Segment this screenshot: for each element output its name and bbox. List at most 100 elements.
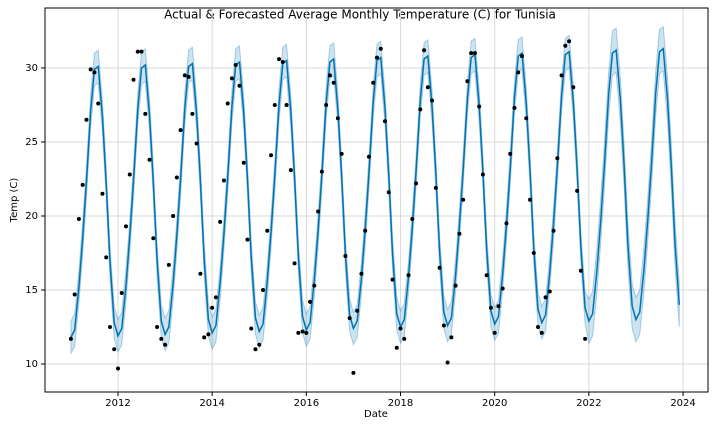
data-point: [422, 48, 427, 53]
data-point: [386, 190, 391, 195]
data-point: [528, 197, 533, 202]
data-point: [477, 104, 482, 109]
data-point: [547, 289, 552, 294]
data-point: [425, 85, 430, 90]
data-point: [84, 117, 89, 122]
data-point: [496, 304, 501, 309]
x-tick-label: 2012: [105, 398, 130, 409]
data-point: [351, 370, 356, 375]
data-point: [445, 360, 450, 365]
data-point: [418, 107, 423, 112]
data-point: [182, 73, 187, 78]
y-tick-label: 20: [25, 211, 38, 222]
data-point: [225, 101, 230, 106]
plot-frame: [44, 7, 709, 393]
data-point: [308, 299, 313, 304]
data-point: [469, 51, 474, 56]
x-tick-label: 2024: [670, 398, 695, 409]
data-point: [559, 73, 564, 78]
data-point: [343, 253, 348, 258]
data-point: [374, 55, 379, 60]
data-point: [151, 236, 156, 241]
data-point: [512, 105, 517, 110]
data-point: [245, 237, 250, 242]
data-point: [284, 102, 289, 107]
data-point: [366, 154, 371, 159]
data-point: [402, 336, 407, 341]
y-tick-label: 15: [25, 285, 38, 296]
data-point: [516, 70, 521, 75]
data-point: [92, 70, 97, 75]
data-point: [68, 336, 73, 341]
data-point: [484, 273, 489, 278]
data-point: [163, 342, 168, 347]
data-point: [382, 119, 387, 124]
data-point: [430, 98, 435, 103]
data-point: [465, 79, 470, 84]
data-point: [210, 305, 215, 310]
data-point: [500, 286, 505, 291]
data-point: [88, 67, 93, 72]
data-point: [213, 295, 218, 300]
forecast-line: [70, 47, 681, 338]
data-point: [304, 330, 309, 335]
x-tick-label: 2014: [199, 398, 224, 409]
data-point: [324, 102, 329, 107]
data-point: [296, 330, 301, 335]
data-point: [147, 157, 152, 162]
data-point: [461, 197, 466, 202]
data-point: [457, 231, 462, 236]
y-tick-label: 30: [25, 63, 38, 74]
x-axis-label: Date: [364, 409, 388, 420]
data-point: [359, 271, 364, 276]
data-point: [194, 141, 199, 146]
data-point: [531, 250, 536, 255]
data-point: [571, 85, 576, 90]
data-point: [449, 335, 454, 340]
data-point: [555, 156, 560, 161]
data-point: [241, 160, 246, 165]
data-point: [331, 80, 336, 85]
data-point: [300, 329, 305, 334]
data-point: [123, 224, 128, 229]
data-point: [414, 181, 419, 186]
chart-title: Actual & Forecasted Average Monthly Temp…: [164, 8, 556, 22]
data-point: [508, 151, 513, 156]
data-point: [543, 295, 548, 300]
data-point: [115, 366, 120, 371]
data-point: [233, 62, 238, 67]
x-tick-label: 2018: [388, 398, 413, 409]
data-point: [575, 188, 580, 193]
data-point: [104, 255, 109, 260]
data-point: [261, 288, 266, 293]
data-point: [135, 49, 140, 54]
data-point: [453, 283, 458, 288]
data-point: [237, 83, 242, 88]
data-point: [269, 153, 274, 158]
data-point: [355, 308, 360, 313]
data-point: [567, 39, 572, 44]
data-point: [265, 228, 270, 233]
y-axis-label: Temp (C): [9, 178, 20, 224]
data-point: [371, 80, 376, 85]
data-point: [316, 209, 321, 214]
data-point: [72, 292, 77, 297]
data-point: [520, 54, 525, 59]
data-point: [119, 290, 124, 295]
data-point: [378, 46, 383, 51]
data-point: [190, 111, 195, 116]
data-point: [272, 102, 277, 107]
data-point: [327, 73, 332, 78]
data-point: [488, 305, 493, 310]
data-point: [80, 182, 85, 187]
data-point: [171, 213, 176, 218]
data-point: [437, 265, 442, 270]
data-point: [312, 283, 317, 288]
data-point: [155, 325, 160, 330]
data-point: [249, 326, 254, 331]
data-point: [127, 172, 132, 177]
data-point: [433, 185, 438, 190]
data-point: [253, 347, 258, 352]
data-point: [107, 325, 112, 330]
